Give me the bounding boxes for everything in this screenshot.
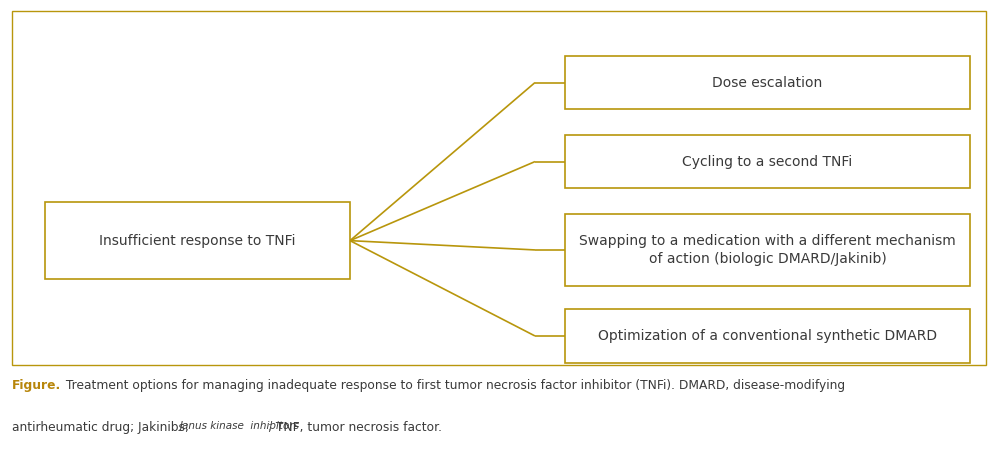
Text: Dose escalation: Dose escalation [712,75,823,90]
Text: antirheumatic drug; Jakinibs;: antirheumatic drug; Jakinibs; [12,421,193,434]
Text: Insufficient response to TNFi: Insufficient response to TNFi [99,233,296,248]
Text: Optimization of a conventional synthetic DMARD: Optimization of a conventional synthetic… [598,329,937,343]
Text: Swapping to a medication with a different mechanism
of action (biologic DMARD/Ja: Swapping to a medication with a differen… [579,234,956,266]
Bar [45,202,350,279]
Bar [565,135,970,188]
Text: ; TNF, tumor necrosis factor.: ; TNF, tumor necrosis factor. [268,421,442,434]
Text: Janus kinase  inhibitors: Janus kinase inhibitors [180,421,300,431]
Text: Cycling to a second TNFi: Cycling to a second TNFi [682,154,853,169]
Bar [565,309,970,363]
Text: Treatment options for managing inadequate response to first tumor necrosis facto: Treatment options for managing inadequat… [62,379,845,392]
Text: Figure.: Figure. [12,379,61,392]
Bar [565,214,970,286]
Bar [12,11,986,365]
Bar [565,56,970,109]
